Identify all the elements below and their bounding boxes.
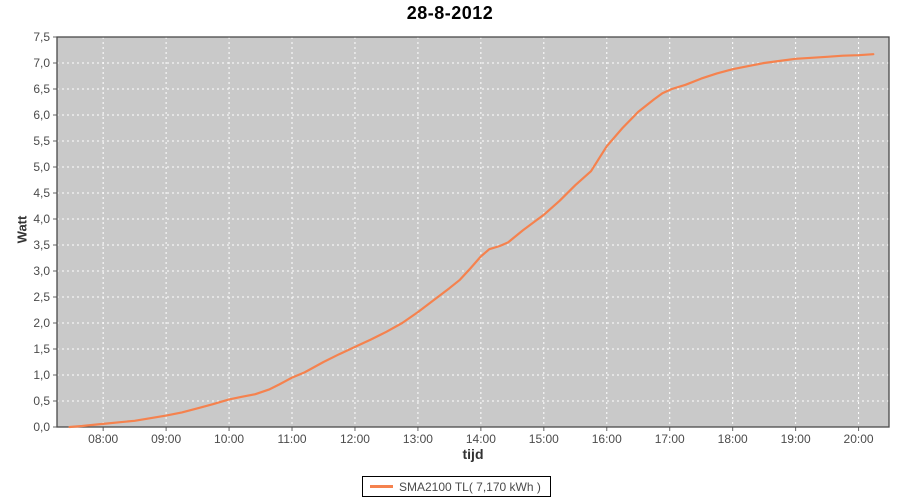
x-tick-label: 19:00 <box>781 432 811 446</box>
x-tick-label: 11:00 <box>277 432 306 446</box>
y-tick-label: 0,0 <box>33 420 50 434</box>
x-tick-label: 16:00 <box>592 432 622 446</box>
y-tick-label: 6,0 <box>33 108 50 122</box>
x-axis-title: tijd <box>462 446 484 462</box>
y-tick-label: 2,5 <box>33 290 50 304</box>
y-axis-title: Watt <box>14 215 30 244</box>
y-tick-label: 2,0 <box>33 316 50 330</box>
y-tick-label: 0,5 <box>33 394 50 408</box>
plot-background <box>57 37 889 427</box>
x-tick-label: 15:00 <box>529 432 559 446</box>
x-tick-label: 10:00 <box>214 432 244 446</box>
x-tick-label: 20:00 <box>844 432 874 446</box>
x-tick-label: 09:00 <box>151 432 181 446</box>
x-tick-label: 17:00 <box>655 432 685 446</box>
x-tick-label: 12:00 <box>340 432 370 446</box>
plot-border <box>56 36 890 428</box>
x-tick-label: 18:00 <box>718 432 748 446</box>
legend-series-label: SMA2100 TL( 7,170 kWh ) <box>399 479 541 494</box>
y-tick-label: 4,0 <box>33 212 50 226</box>
y-tick-label: 4,5 <box>33 186 50 200</box>
y-tick-label: 6,5 <box>33 82 50 96</box>
legend: SMA2100 TL( 7,170 kWh ) <box>362 476 551 497</box>
series-line <box>68 53 875 429</box>
y-tick-label: 5,0 <box>33 160 50 174</box>
x-tick-label: 08:00 <box>88 432 118 446</box>
x-tick-label: 13:00 <box>403 432 433 446</box>
y-tick-label: 5,5 <box>33 134 50 148</box>
chart-title: 28-8-2012 <box>406 3 494 23</box>
y-tick-label: 3,5 <box>33 238 50 252</box>
y-tick-label: 7,5 <box>33 30 50 44</box>
x-tick-label: 14:00 <box>466 432 496 446</box>
y-tick-label: 1,5 <box>33 342 50 356</box>
y-tick-label: 3,0 <box>33 264 50 278</box>
y-tick-label: 1,0 <box>33 368 50 382</box>
y-tick-label: 7,0 <box>33 56 50 70</box>
legend-line-swatch <box>370 485 393 488</box>
